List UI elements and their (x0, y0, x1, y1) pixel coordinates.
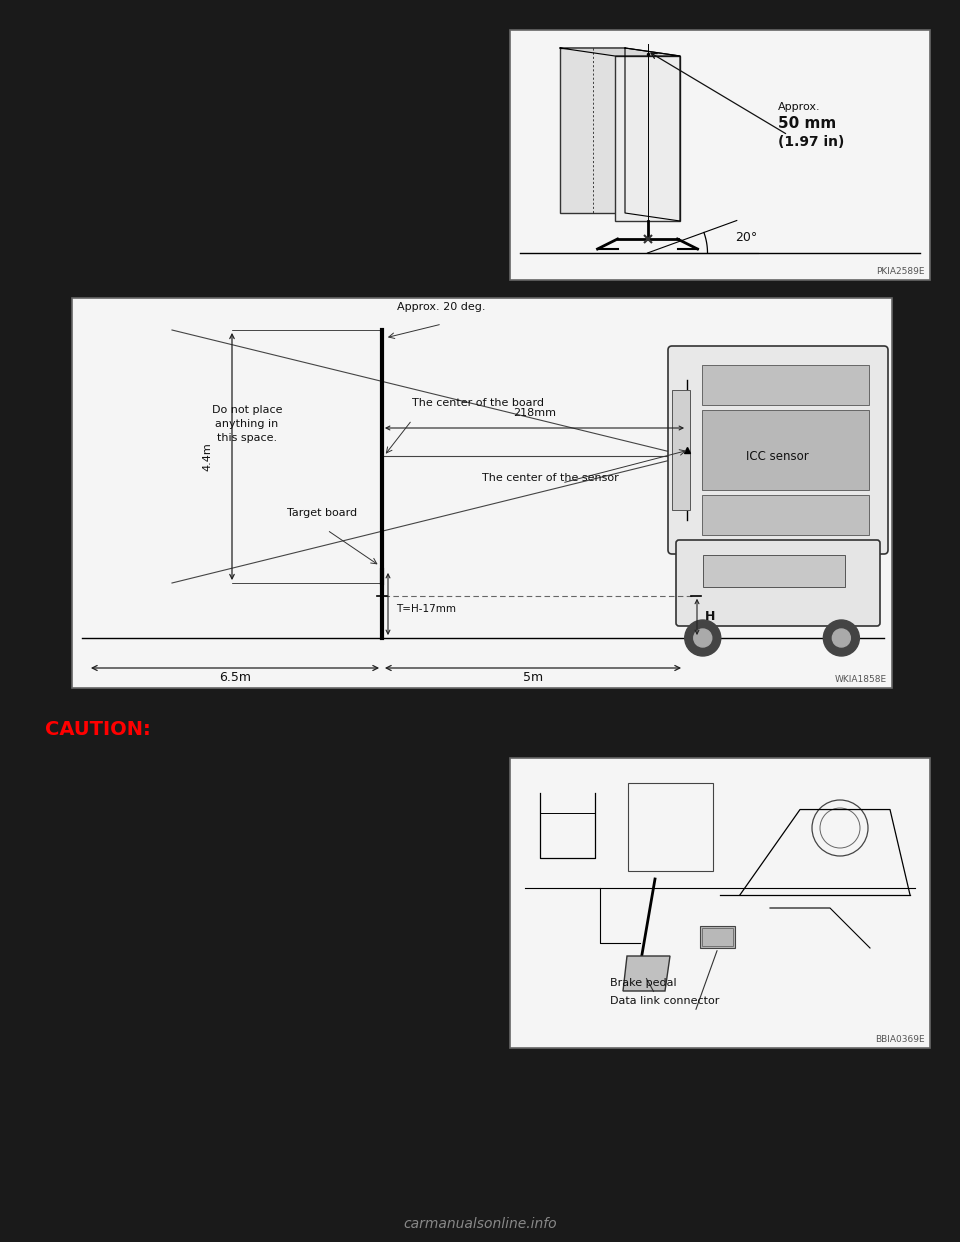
Polygon shape (615, 56, 680, 221)
Text: H: H (705, 610, 715, 623)
Bar (700, 927, 735, 948)
Text: 50 mm: 50 mm (778, 116, 836, 130)
Text: Approx. 20 deg.: Approx. 20 deg. (397, 302, 486, 312)
Bar (672, 390, 690, 510)
Text: carmanualsonline.info: carmanualsonline.info (403, 1217, 557, 1231)
Text: WKIA1858E: WKIA1858E (835, 674, 887, 684)
Text: Approx.: Approx. (778, 102, 821, 112)
Text: ICC sensor: ICC sensor (746, 450, 809, 463)
Polygon shape (560, 48, 680, 56)
Text: 20°: 20° (735, 231, 757, 243)
Bar (702, 410, 869, 491)
Text: 6.5m: 6.5m (219, 671, 251, 684)
FancyBboxPatch shape (676, 540, 880, 626)
Polygon shape (625, 48, 680, 221)
Bar (703, 555, 846, 587)
Bar (702, 928, 733, 946)
Text: Target board: Target board (287, 508, 357, 518)
Circle shape (832, 628, 851, 647)
Bar (510, 758, 930, 1048)
Text: 5m: 5m (523, 671, 543, 684)
Text: The center of the sensor: The center of the sensor (482, 473, 619, 483)
Text: T=H-17mm: T=H-17mm (396, 604, 456, 614)
Circle shape (824, 620, 859, 656)
Text: BBIA0369E: BBIA0369E (876, 1035, 925, 1045)
FancyBboxPatch shape (668, 347, 888, 554)
Text: Brake pedal: Brake pedal (610, 977, 677, 987)
Text: PKIA2589E: PKIA2589E (876, 267, 925, 276)
Text: The center of the board: The center of the board (412, 397, 544, 409)
Circle shape (694, 628, 711, 647)
Text: 4.4m: 4.4m (202, 442, 212, 471)
Bar (702, 496, 869, 535)
Bar (510, 30, 930, 279)
Text: Do not place
anything in
this space.: Do not place anything in this space. (212, 405, 282, 443)
Text: Data link connector: Data link connector (610, 996, 719, 1006)
Text: (1.97 in): (1.97 in) (778, 135, 845, 149)
Text: CAUTION:: CAUTION: (45, 720, 151, 739)
Text: 218mm: 218mm (513, 409, 556, 419)
Bar (72, 298, 892, 688)
Bar (628, 782, 713, 871)
Bar (702, 365, 869, 405)
Polygon shape (623, 956, 670, 991)
Circle shape (684, 620, 721, 656)
Polygon shape (560, 48, 625, 212)
